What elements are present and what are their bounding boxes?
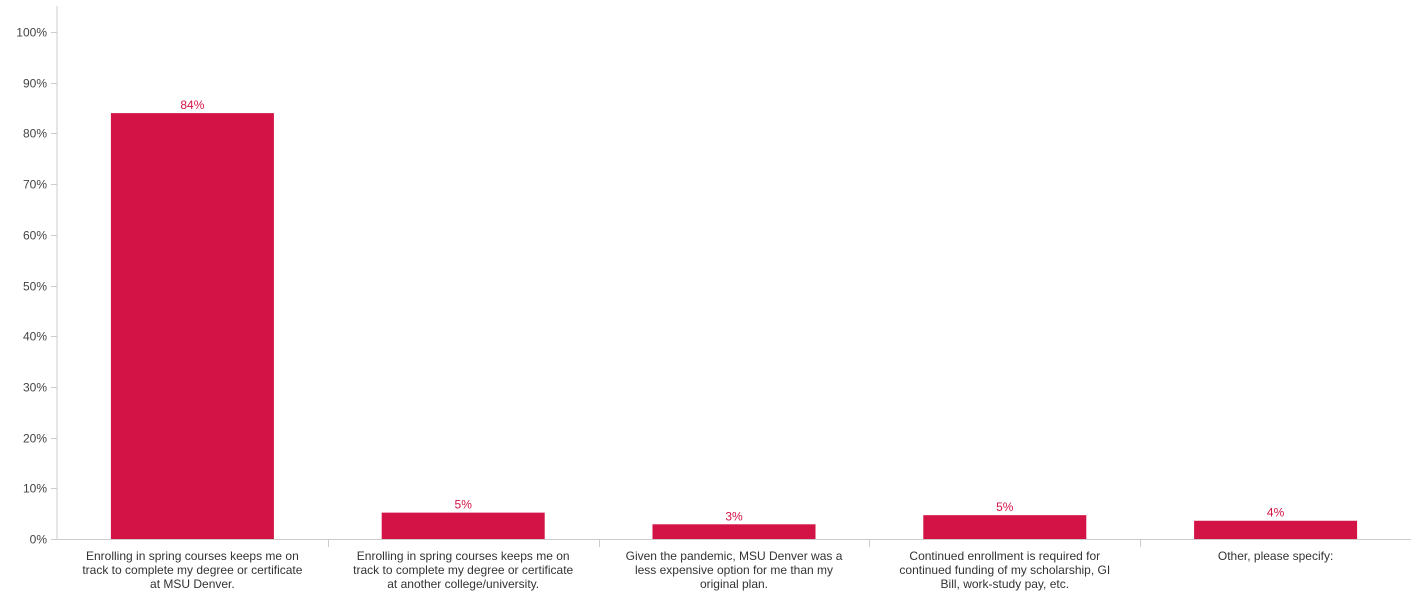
y-tick-label: 10% [23, 482, 47, 496]
data-label: 5% [455, 498, 473, 512]
data-label: 3% [725, 509, 743, 523]
y-tick-label: 50% [23, 280, 47, 294]
x-tick-label: Given the pandemic, MSU Denver was a les… [625, 549, 843, 591]
y-tick-label: 20% [23, 432, 47, 446]
y-tick-label: 80% [23, 127, 47, 141]
x-tick-label: Enrolling in spring courses keeps me on … [353, 549, 574, 591]
y-tick-label: 30% [23, 381, 47, 395]
y-tick-label: 100% [16, 26, 47, 40]
y-tick-label: 60% [23, 229, 47, 243]
bar [110, 113, 274, 540]
data-label: 5% [996, 500, 1014, 514]
y-tick-label: 70% [23, 178, 47, 192]
chart-axes [56, 6, 1411, 547]
data-label: 4% [1267, 506, 1285, 520]
y-axis-ticks: 0% 10% 20% 30% 40% 50% 60% 70% 80% 90% 100% [16, 26, 57, 547]
x-tick-label: Continued enrollment is required for con… [899, 549, 1111, 591]
x-tick-label: Other, please specify: [1217, 549, 1334, 563]
y-tick-label: 90% [23, 77, 47, 91]
bar [652, 524, 816, 539]
data-labels: 84% 5% 3% 5% 4% [180, 98, 1284, 523]
bar [1194, 520, 1358, 539]
chart-bars [110, 113, 1358, 540]
bar [381, 512, 545, 539]
data-label: 84% [180, 98, 204, 112]
y-tick-label: 40% [23, 330, 47, 344]
y-tick-label: 0% [30, 533, 48, 547]
x-tick-label: Enrolling in spring courses keeps me on … [82, 549, 303, 591]
bar [923, 515, 1087, 539]
